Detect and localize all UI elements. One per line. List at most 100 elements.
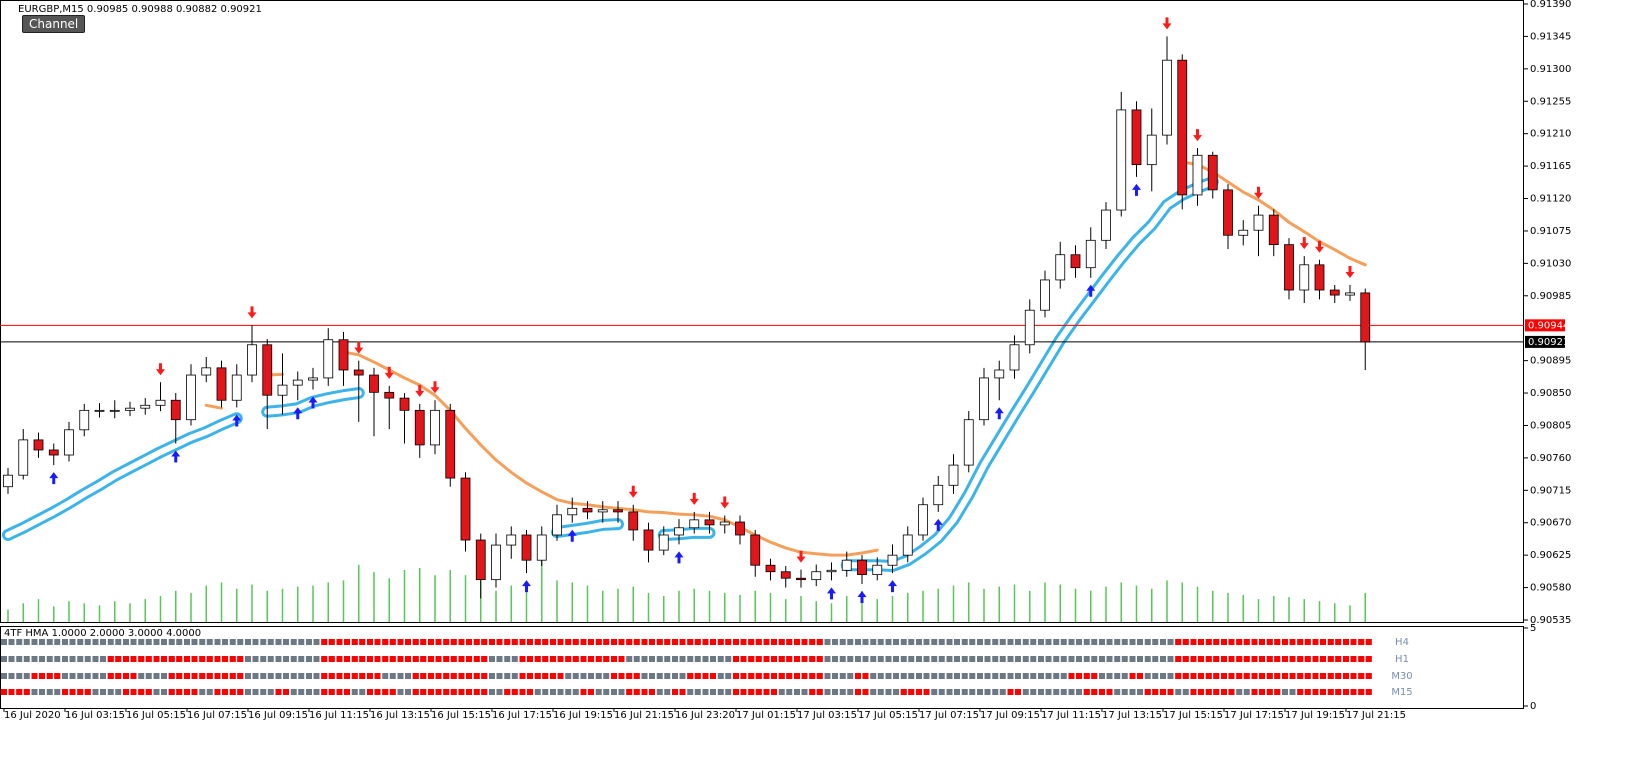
state-cell — [870, 639, 877, 645]
state-cell — [710, 656, 716, 662]
state-cell-on — [367, 673, 373, 679]
state-cell — [306, 673, 312, 679]
price-label: 0.90921 — [1528, 337, 1569, 348]
price-label-box — [1525, 319, 1565, 332]
state-cell-on — [710, 639, 716, 645]
state-cell-on — [1327, 689, 1334, 695]
state-run — [321, 673, 381, 679]
state-cell-on — [519, 656, 526, 662]
state-cell-on — [534, 639, 541, 645]
state-cell — [946, 656, 953, 662]
state-cell — [672, 656, 678, 662]
state-cell-on — [130, 656, 137, 662]
state-cell — [580, 673, 587, 679]
state-cell — [54, 656, 61, 662]
state-cell-on — [649, 689, 655, 695]
state-cell — [46, 689, 53, 695]
state-cell-on — [557, 656, 564, 662]
state-cell-on — [420, 639, 427, 645]
state-cell — [1022, 673, 1029, 679]
candle-body — [33, 439, 44, 451]
state-cell — [1129, 689, 1136, 695]
state-cell-on — [1282, 673, 1288, 679]
state-cell-on — [496, 639, 503, 645]
state-cell-on — [77, 689, 84, 695]
y-tick-label: 0.91300 — [1530, 64, 1571, 75]
candle-body — [170, 399, 181, 421]
state-cell-on — [748, 689, 755, 695]
state-cell — [877, 673, 884, 679]
state-cell-on — [1015, 689, 1021, 695]
state-cell-on — [641, 689, 648, 695]
state-cell-on — [527, 639, 533, 645]
state-cell-on — [733, 673, 739, 679]
state-cell — [100, 656, 106, 662]
state-cell-on — [794, 639, 800, 645]
state-cell — [245, 639, 251, 645]
state-cell-on — [672, 689, 678, 695]
state-cell-on — [580, 639, 587, 645]
state-cell — [954, 689, 960, 695]
buy-arrow — [1132, 183, 1141, 196]
state-cell-on — [786, 656, 793, 662]
state-cell-on — [473, 639, 480, 645]
state-cell — [1060, 689, 1067, 695]
state-cell — [1099, 673, 1105, 679]
candle-body — [64, 429, 74, 456]
state-cell — [100, 639, 106, 645]
state-cell-on — [420, 656, 427, 662]
state-cell-on — [1182, 639, 1189, 645]
y-tick-label: 0.90850 — [1530, 388, 1571, 399]
state-cell-on — [618, 656, 625, 662]
state-cell — [1121, 689, 1128, 695]
state-cell — [199, 639, 206, 645]
state-cell — [1060, 673, 1067, 679]
state-run — [275, 689, 289, 695]
state-run — [626, 689, 655, 695]
state-cell-on — [1259, 656, 1265, 662]
state-cell-on — [1312, 656, 1319, 662]
state-cell — [245, 656, 251, 662]
state-cell — [1144, 673, 1151, 679]
state-cell-on — [31, 673, 38, 679]
state-cell-on — [755, 673, 762, 679]
candle-body — [796, 577, 806, 581]
state-cell-on — [321, 689, 328, 695]
state-cell-on — [862, 689, 869, 695]
state-cell — [1144, 656, 1151, 662]
state-cell-on — [374, 673, 381, 679]
state-cell — [1030, 689, 1037, 695]
state-cell — [1167, 639, 1174, 645]
candle-body — [399, 397, 410, 411]
state-cell-on — [359, 673, 366, 679]
state-cell-on — [588, 689, 594, 695]
state-cell-on — [206, 673, 213, 679]
state-run — [1144, 689, 1174, 695]
sell-arrow — [796, 550, 806, 563]
candle-body — [948, 464, 959, 486]
state-cell-on — [1083, 673, 1090, 679]
state-cell-on — [672, 639, 678, 645]
y-tick-label: 0.91165 — [1530, 161, 1571, 172]
state-cell-on — [54, 673, 61, 679]
state-cell — [1236, 689, 1243, 695]
state-cell — [916, 639, 922, 645]
state-cell — [298, 656, 305, 662]
x-tick-label: 16 Jul 21:15 — [614, 710, 674, 721]
candle-body — [1162, 59, 1172, 136]
state-cell-on — [1358, 673, 1365, 679]
state-cell — [1068, 639, 1075, 645]
state-run — [1129, 673, 1143, 679]
state-cell — [123, 639, 129, 645]
state-cell-on — [618, 639, 625, 645]
channel-button[interactable]: Channel — [22, 15, 86, 33]
candle-body — [1040, 279, 1050, 311]
state-cell-on — [1236, 639, 1243, 645]
state-cell — [626, 656, 633, 662]
state-run — [168, 689, 198, 695]
state-cell-on — [1297, 689, 1304, 695]
state-cell — [603, 689, 610, 695]
state-cell-on — [855, 673, 861, 679]
state-cell-on — [168, 689, 175, 695]
state-cell — [1114, 639, 1121, 645]
